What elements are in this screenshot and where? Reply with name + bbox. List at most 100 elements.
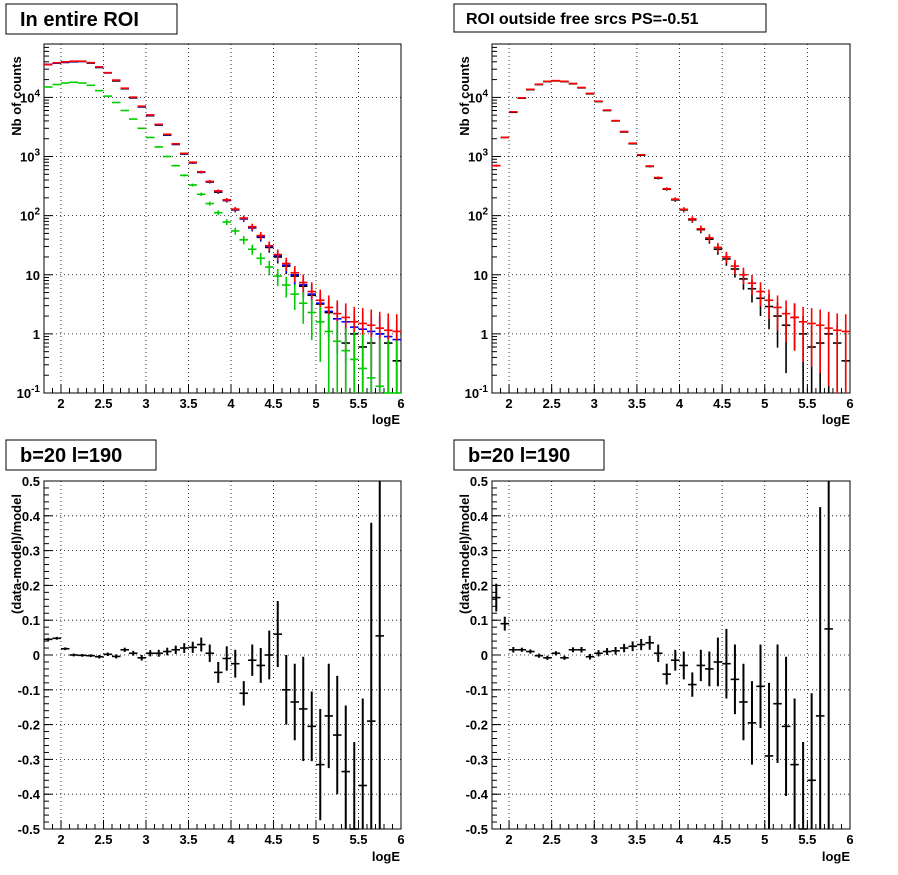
y-tick-label: -0.4 xyxy=(18,787,41,802)
grid-lines xyxy=(44,44,402,394)
y-tick-label: -0.1 xyxy=(18,683,40,698)
x-tick-label: 5.5 xyxy=(349,832,367,847)
y-tick-label: 102 xyxy=(468,207,488,224)
x-tick-label: 2.5 xyxy=(94,396,112,411)
x-axis-label: logE xyxy=(372,849,400,864)
y-tick-label: 103 xyxy=(468,148,488,165)
y-tick-label: -0.2 xyxy=(18,718,40,733)
x-tick-label: 2.5 xyxy=(94,832,112,847)
x-tick-label: 3.5 xyxy=(628,396,646,411)
data-markers xyxy=(44,481,384,830)
x-tick-label: 4.5 xyxy=(713,832,731,847)
plot-frame xyxy=(43,43,402,394)
chart-title: b=20 l=190 xyxy=(20,445,122,467)
y-tick-label: -0.3 xyxy=(466,752,488,767)
plot-frame xyxy=(491,480,851,830)
y-tick-label: 10 xyxy=(26,268,40,283)
chart-panel-residuals-left: b=20 l=190 (data-model)/model logE 2 2.5 3… xyxy=(5,439,405,864)
x-tick-label: 5 xyxy=(312,396,319,411)
x-tick-label: 5.5 xyxy=(798,832,816,847)
x-tick-label: 5 xyxy=(312,832,319,847)
x-tick-label: 2 xyxy=(57,396,64,411)
y-axis-label: Nb of counts xyxy=(9,56,24,135)
y-tick-label: -0.4 xyxy=(466,787,489,802)
x-tick-label: 3.5 xyxy=(179,832,197,847)
x-tick-label: 2 xyxy=(505,832,512,847)
chart-title-box xyxy=(5,3,178,35)
y-tick-label: 1 xyxy=(481,327,488,342)
y-axis-label: (data-model)/model xyxy=(9,494,24,614)
x-tick-label: 3.5 xyxy=(628,832,646,847)
y-tick-label: 0.4 xyxy=(470,509,489,524)
series-3 xyxy=(44,81,401,394)
y-tick-label: 0.3 xyxy=(22,544,40,559)
y-tick-label: 10 xyxy=(474,268,488,283)
x-tick-label: 3 xyxy=(591,396,598,411)
y-tick-label: 10-1 xyxy=(17,384,41,401)
chart-panel-counts-entire-roi: In entire ROI Nb of counts logE 2 2.5 3 3.5… xyxy=(5,3,405,427)
y-tick-label: -0.3 xyxy=(18,752,40,767)
x-tick-label: 5 xyxy=(761,832,768,847)
x-tick-label: 6 xyxy=(846,832,853,847)
x-tick-label: 4 xyxy=(676,396,684,411)
plot-frame xyxy=(43,480,402,830)
x-tick-label: 3 xyxy=(591,832,598,847)
chart-title: b=20 l=190 xyxy=(468,445,570,467)
x-tick-label: 4 xyxy=(227,396,235,411)
chart-title: ROI outside free srcs PS=-0.51 xyxy=(466,11,699,28)
grid-lines xyxy=(492,44,851,394)
x-tick-label: 6 xyxy=(846,396,853,411)
y-tick-label: -0.5 xyxy=(466,822,488,837)
chart-panel-counts-outside-free-srcs: ROI outside free srcs PS=-0.51 Nb of cou… xyxy=(453,3,854,427)
series-1 xyxy=(492,79,850,393)
x-tick-label: 4 xyxy=(227,832,235,847)
series-0 xyxy=(492,80,850,393)
x-axis-label: logE xyxy=(822,849,850,864)
y-tick-label: 0.2 xyxy=(22,578,40,593)
grid-lines xyxy=(492,480,851,830)
y-tick-label: 0.5 xyxy=(22,474,40,489)
x-tick-label: 3 xyxy=(142,396,149,411)
x-tick-label: 5.5 xyxy=(349,396,367,411)
chart-title-box xyxy=(453,439,605,471)
y-axis-label: (data-model)/model xyxy=(457,494,472,614)
grid-lines xyxy=(44,480,402,830)
y-tick-label: 0.2 xyxy=(470,578,488,593)
y-tick-label: 0 xyxy=(481,648,488,663)
x-tick-label: 3 xyxy=(142,832,149,847)
x-tick-label: 5 xyxy=(761,396,768,411)
y-tick-label: -0.1 xyxy=(466,683,488,698)
data-markers xyxy=(44,60,401,394)
x-tick-label: 6 xyxy=(397,396,404,411)
y-tick-label: 0.1 xyxy=(22,613,40,628)
y-tick-label: 103 xyxy=(20,148,40,165)
chart-title-box xyxy=(453,3,767,33)
plot-frame xyxy=(491,43,851,394)
y-tick-label: 102 xyxy=(20,207,40,224)
y-tick-label: 10-1 xyxy=(465,384,489,401)
y-tick-label: 104 xyxy=(468,88,488,105)
x-tick-label: 5.5 xyxy=(798,396,816,411)
y-tick-label: 0.3 xyxy=(470,544,488,559)
y-tick-label: -0.5 xyxy=(18,822,40,837)
chart-title: In entire ROI xyxy=(20,9,139,31)
y-tick-label: 1 xyxy=(33,327,40,342)
x-tick-label: 4.5 xyxy=(264,396,282,411)
y-tick-label: 0.4 xyxy=(22,509,41,524)
x-tick-label: 4.5 xyxy=(713,396,731,411)
x-tick-label: 2 xyxy=(57,832,64,847)
y-tick-label: 104 xyxy=(20,88,40,105)
x-tick-label: 4.5 xyxy=(264,832,282,847)
y-tick-label: 0 xyxy=(33,648,40,663)
x-axis-label: logE xyxy=(372,412,400,427)
x-tick-label: 6 xyxy=(397,832,404,847)
x-tick-label: 2 xyxy=(505,396,512,411)
x-tick-label: 2.5 xyxy=(543,396,561,411)
chart-title-box xyxy=(5,439,157,471)
data-markers xyxy=(492,79,850,393)
y-axis-label: Nb of counts xyxy=(457,56,472,135)
x-axis-label: logE xyxy=(822,412,850,427)
chart-panel-residuals-right: b=20 l=190 (data-model)/model logE 2 2.5 3… xyxy=(453,439,854,864)
data-markers xyxy=(492,481,833,830)
